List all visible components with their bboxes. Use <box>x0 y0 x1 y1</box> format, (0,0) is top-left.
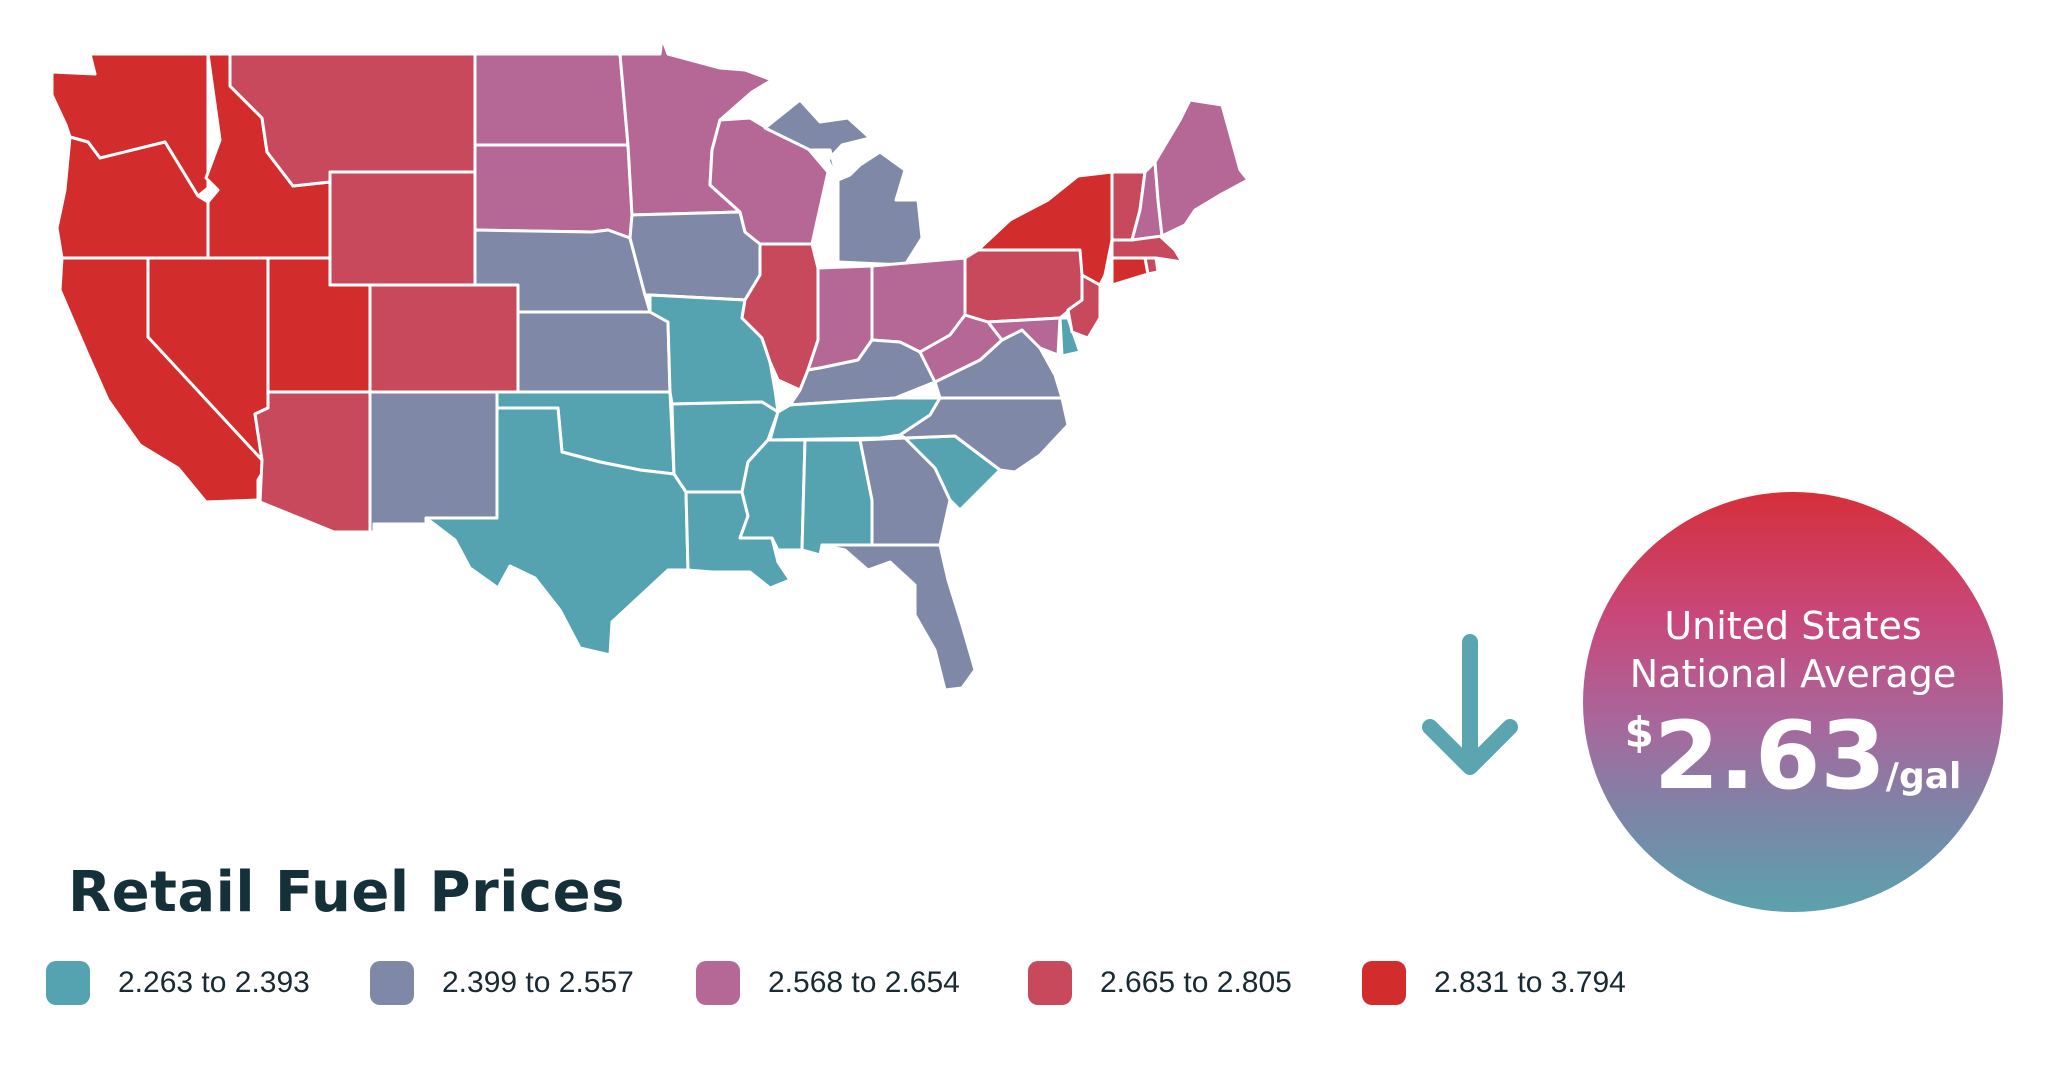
legend-label: 2.399 to 2.557 <box>442 966 634 999</box>
legend-swatch <box>1028 961 1072 1005</box>
legend-swatch <box>46 961 90 1005</box>
legend: 2.263 to 2.393 2.399 to 2.557 2.568 to 2… <box>46 958 1746 1018</box>
chart-title: Retail Fuel Prices <box>68 860 625 925</box>
state-KS <box>516 310 672 394</box>
legend-item: 2.831 to 3.794 <box>1362 958 1626 1008</box>
state-DE <box>1058 316 1082 358</box>
legend-item: 2.399 to 2.557 <box>370 958 634 1008</box>
state-ME <box>1153 98 1250 238</box>
state-MI <box>763 98 924 267</box>
legend-label: 2.568 to 2.654 <box>768 966 960 999</box>
state-AZ <box>253 390 372 534</box>
legend-swatch <box>1362 961 1406 1005</box>
legend-label: 2.665 to 2.805 <box>1100 966 1292 999</box>
legend-item: 2.568 to 2.654 <box>696 958 960 1008</box>
us-fuel-price-map <box>50 36 1250 692</box>
state-CO <box>368 283 520 394</box>
state-WY <box>328 170 477 287</box>
price-value: 2.63 <box>1653 702 1886 811</box>
national-average-badge: United States National Average $2.63/gal <box>1583 492 2003 912</box>
state-TX <box>424 406 690 657</box>
state-AL <box>800 438 874 557</box>
legend-label: 2.831 to 3.794 <box>1434 966 1626 999</box>
state-NM <box>368 390 499 534</box>
state-CT <box>1110 256 1150 287</box>
state-SD <box>473 143 634 240</box>
legend-swatch <box>696 961 740 1005</box>
state-ND <box>473 52 630 147</box>
national-average-price: $2.63/gal <box>1583 702 2003 811</box>
national-average-line1: United States <box>1664 604 1922 648</box>
legend-item: 2.665 to 2.805 <box>1028 958 1292 1008</box>
legend-item: 2.263 to 2.393 <box>46 958 310 1008</box>
arrow-down-icon <box>1422 634 1518 775</box>
legend-label: 2.263 to 2.393 <box>118 966 310 999</box>
state-NE <box>473 228 652 314</box>
state-NJ <box>1066 273 1102 340</box>
price-unit: /gal <box>1885 756 1962 797</box>
state-RI <box>1143 256 1160 276</box>
state-IA <box>628 210 762 302</box>
national-average-line2: National Average <box>1629 652 1957 696</box>
state-FL <box>820 543 977 692</box>
legend-swatch <box>370 961 414 1005</box>
currency-symbol: $ <box>1624 708 1654 757</box>
